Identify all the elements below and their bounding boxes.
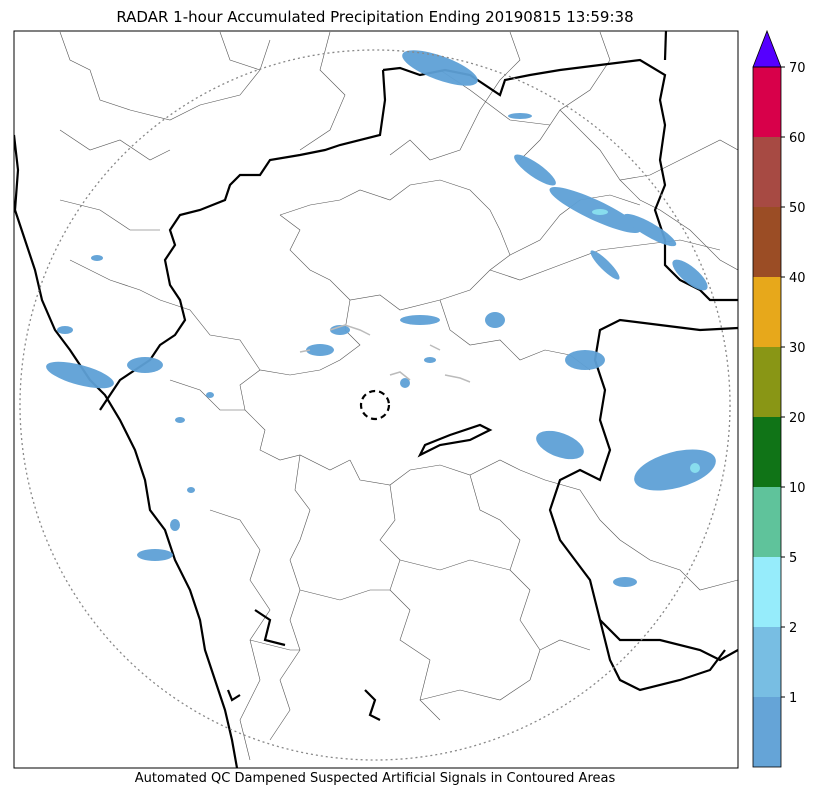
colorbar-band: [753, 67, 781, 137]
colorbar-tick-label: 5: [789, 551, 797, 566]
precipitation-peaks: [592, 209, 700, 473]
colorbar-band: [753, 207, 781, 277]
radar-site-marker: [359, 389, 391, 421]
colorbar-tick-label: 60: [789, 131, 806, 146]
map-title: RADAR 1-hour Accumulated Precipitation E…: [116, 8, 634, 26]
qc-contoured-areas: [299, 324, 471, 383]
colorbar-band: [753, 487, 781, 557]
colorbar-band: [753, 347, 781, 417]
map-footer-note: Automated QC Dampened Suspected Artifici…: [134, 771, 616, 786]
map-frame: [13, 30, 739, 769]
colorbar-tick-label: 1: [789, 691, 797, 706]
colorbar-ticks: 1 2 5 10 20 30 40 50 60 70: [781, 61, 806, 706]
colorbar-band: [753, 417, 781, 487]
range-ring: [19, 49, 731, 761]
colorbar-band: [753, 557, 781, 627]
colorbar-band: [753, 137, 781, 207]
colorbar-tick-label: 70: [789, 61, 806, 76]
colorbar-tick-label: 2: [789, 621, 797, 636]
colorbar-tick-label: 50: [789, 201, 806, 216]
colorbar-band: [753, 697, 781, 767]
map-background: [14, 31, 738, 768]
colorbar-bands: [753, 67, 781, 767]
colorbar-tick-label: 20: [789, 411, 806, 426]
colorbar-extend-arrow: [752, 29, 782, 68]
colorbar-tick-label: 40: [789, 271, 806, 286]
colorbar-band: [753, 277, 781, 347]
colorbar-tick-label: 10: [789, 481, 806, 496]
district-boundaries: [59, 31, 738, 761]
colorbar-tick-label: 30: [789, 341, 806, 356]
colorbar-band: [753, 627, 781, 697]
